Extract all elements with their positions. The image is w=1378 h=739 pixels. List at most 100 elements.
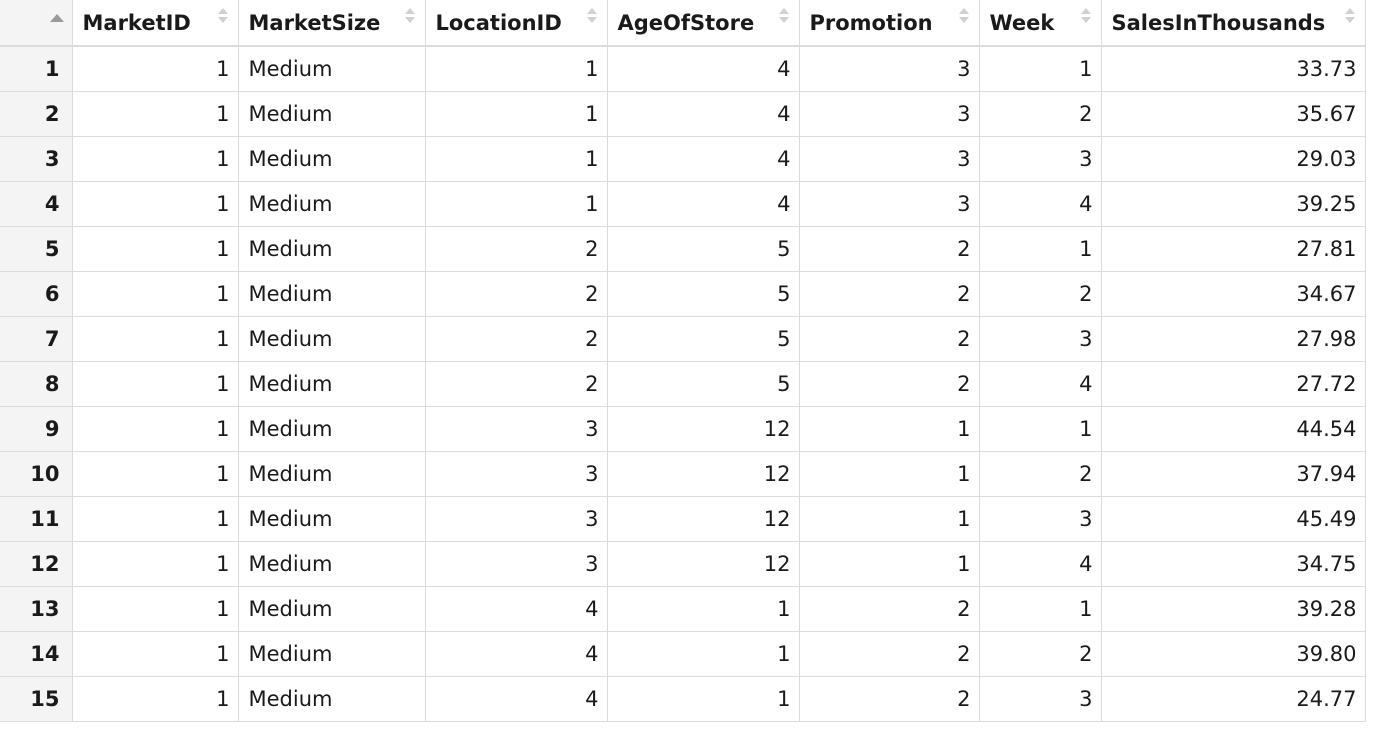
column-header-label: AgeOfStore — [617, 11, 755, 35]
cell-salesinthousands: 34.75 — [1101, 541, 1366, 587]
cell-salesinthousands: 35.67 — [1101, 91, 1366, 137]
cell-ageofstore: 12 — [607, 496, 800, 542]
cell-marketid: 1 — [72, 676, 239, 722]
cell-week: 2 — [979, 451, 1102, 497]
column-header-ageofstore[interactable]: AgeOfStore — [607, 0, 800, 47]
column-header-label: MarketID — [82, 11, 191, 35]
row-index: 9 — [0, 406, 73, 452]
table-row: 4 1 Medium 1 4 3 4 39.25 — [0, 181, 1366, 227]
column-header-week[interactable]: Week — [979, 0, 1102, 47]
cell-locationid: 4 — [425, 586, 608, 632]
cell-marketsize: Medium — [238, 181, 426, 227]
cell-locationid: 1 — [425, 46, 608, 92]
data-viewer-table: MarketID MarketSize LocationID AgeOfStor… — [0, 0, 1366, 722]
column-header-marketid[interactable]: MarketID — [72, 0, 239, 47]
cell-salesinthousands: 27.81 — [1101, 226, 1366, 272]
column-header-promotion[interactable]: Promotion — [799, 0, 980, 47]
cell-marketid: 1 — [72, 136, 239, 182]
cell-marketid: 1 — [72, 271, 239, 317]
cell-promotion: 2 — [799, 361, 980, 407]
cell-promotion: 2 — [799, 226, 980, 272]
table-row: 3 1 Medium 1 4 3 3 29.03 — [0, 136, 1366, 182]
cell-week: 1 — [979, 46, 1102, 92]
cell-week: 2 — [979, 631, 1102, 677]
sort-toggle-icon[interactable] — [404, 8, 415, 23]
row-index: 2 — [0, 91, 73, 137]
column-header-label: SalesInThousands — [1111, 11, 1326, 35]
cell-marketsize: Medium — [238, 676, 426, 722]
cell-ageofstore: 5 — [607, 316, 800, 362]
cell-marketsize: Medium — [238, 46, 426, 92]
cell-marketsize: Medium — [238, 271, 426, 317]
cell-marketid: 1 — [72, 406, 239, 452]
cell-marketid: 1 — [72, 631, 239, 677]
sort-toggle-icon[interactable] — [958, 8, 969, 23]
cell-ageofstore: 1 — [607, 586, 800, 632]
cell-salesinthousands: 37.94 — [1101, 451, 1366, 497]
cell-locationid: 2 — [425, 226, 608, 272]
cell-marketid: 1 — [72, 316, 239, 362]
table-row: 7 1 Medium 2 5 2 3 27.98 — [0, 316, 1366, 362]
cell-ageofstore: 12 — [607, 541, 800, 587]
cell-week: 1 — [979, 406, 1102, 452]
sort-toggle-icon[interactable] — [217, 8, 228, 23]
row-index: 10 — [0, 451, 73, 497]
cell-week: 4 — [979, 361, 1102, 407]
cell-promotion: 2 — [799, 631, 980, 677]
table-row: 11 1 Medium 3 12 1 3 45.49 — [0, 496, 1366, 542]
row-index: 4 — [0, 181, 73, 227]
table-body: 1 1 Medium 1 4 3 1 33.73 2 1 Medium 1 4 3 2 35.67 3 1 Medi… — [0, 46, 1366, 722]
sort-toggle-icon[interactable] — [586, 8, 597, 23]
cell-ageofstore: 5 — [607, 226, 800, 272]
cell-promotion: 2 — [799, 316, 980, 362]
cell-locationid: 1 — [425, 181, 608, 227]
cell-salesinthousands: 24.77 — [1101, 676, 1366, 722]
cell-ageofstore: 1 — [607, 631, 800, 677]
cell-ageofstore: 4 — [607, 91, 800, 137]
row-index: 5 — [0, 226, 73, 272]
row-index: 11 — [0, 496, 73, 542]
cell-marketid: 1 — [72, 586, 239, 632]
cell-promotion: 1 — [799, 406, 980, 452]
column-header-marketsize[interactable]: MarketSize — [238, 0, 426, 47]
cell-promotion: 3 — [799, 91, 980, 137]
cell-marketid: 1 — [72, 91, 239, 137]
cell-salesinthousands: 39.80 — [1101, 631, 1366, 677]
cell-marketid: 1 — [72, 541, 239, 587]
cell-promotion: 3 — [799, 46, 980, 92]
cell-marketid: 1 — [72, 46, 239, 92]
sort-toggle-icon[interactable] — [1344, 8, 1355, 23]
cell-marketid: 1 — [72, 496, 239, 542]
cell-week: 3 — [979, 676, 1102, 722]
row-index-header[interactable] — [0, 0, 73, 47]
cell-marketid: 1 — [72, 226, 239, 272]
cell-week: 2 — [979, 91, 1102, 137]
column-header-label: LocationID — [435, 11, 562, 35]
cell-marketsize: Medium — [238, 406, 426, 452]
sort-ascending-icon[interactable] — [50, 14, 64, 22]
row-index: 8 — [0, 361, 73, 407]
table-row: 13 1 Medium 4 1 2 1 39.28 — [0, 586, 1366, 632]
cell-marketid: 1 — [72, 361, 239, 407]
cell-salesinthousands: 34.67 — [1101, 271, 1366, 317]
table-row: 2 1 Medium 1 4 3 2 35.67 — [0, 91, 1366, 137]
cell-week: 3 — [979, 496, 1102, 542]
table-row: 9 1 Medium 3 12 1 1 44.54 — [0, 406, 1366, 452]
cell-promotion: 3 — [799, 136, 980, 182]
cell-marketid: 1 — [72, 451, 239, 497]
cell-week: 1 — [979, 226, 1102, 272]
cell-marketsize: Medium — [238, 226, 426, 272]
sort-toggle-icon[interactable] — [778, 8, 789, 23]
column-header-salesinthousands[interactable]: SalesInThousands — [1101, 0, 1366, 47]
cell-promotion: 1 — [799, 496, 980, 542]
column-header-locationid[interactable]: LocationID — [425, 0, 608, 47]
cell-marketsize: Medium — [238, 91, 426, 137]
cell-promotion: 2 — [799, 271, 980, 317]
cell-locationid: 3 — [425, 496, 608, 542]
table-row: 14 1 Medium 4 1 2 2 39.80 — [0, 631, 1366, 677]
cell-salesinthousands: 27.98 — [1101, 316, 1366, 362]
sort-toggle-icon[interactable] — [1080, 8, 1091, 23]
row-index: 6 — [0, 271, 73, 317]
cell-marketsize: Medium — [238, 541, 426, 587]
cell-locationid: 1 — [425, 136, 608, 182]
